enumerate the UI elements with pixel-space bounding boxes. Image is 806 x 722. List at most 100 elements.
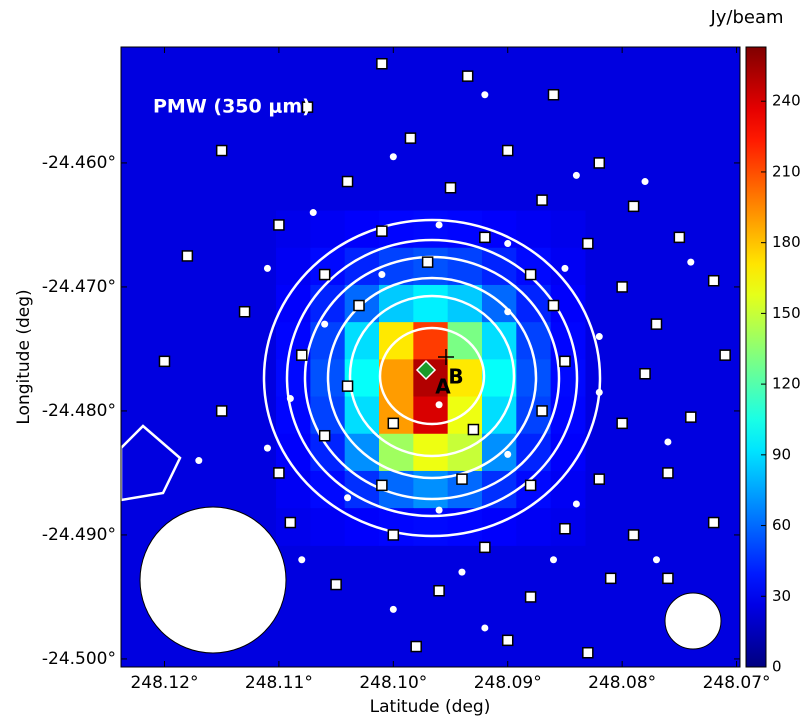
source-dot [344,494,351,501]
source-square [503,635,513,645]
source-square [343,381,353,391]
source-square [526,270,536,280]
chart-title: PMW (350 μm) [153,96,311,118]
source-dot [504,308,511,315]
source-square [354,301,364,311]
source-dot [561,265,568,272]
source-square [320,431,330,441]
y-tick-label: -24.460° [42,153,116,173]
heat-cell [516,211,551,249]
source-dot [550,556,557,563]
source-square [537,195,547,205]
heat-cell [413,285,448,323]
source-square [709,276,719,286]
source-dot [321,321,328,328]
source-square [629,530,639,540]
heat-cell [310,285,345,323]
colorbar [746,47,766,667]
source-square [285,518,295,528]
source-dot [378,271,385,278]
source-square [411,642,421,652]
source-square [663,573,673,583]
y-tick-label: -24.490° [42,525,116,545]
x-tick-label: 248.09° [474,673,542,693]
source-dot [573,172,580,179]
source-square [297,350,307,360]
source-square [457,474,467,484]
colorbar-tick-label: 60 [772,516,791,534]
heat-cell [345,248,380,286]
source-dot [596,389,603,396]
source-square [343,177,353,187]
source-square [434,586,444,596]
source-square [468,425,478,435]
source-square [594,474,604,484]
source-dot [195,457,202,464]
source-square [651,319,661,329]
heat-cell [345,471,380,509]
source-square [583,239,593,249]
source-square [606,573,616,583]
source-dot [653,556,660,563]
source-square [377,226,387,236]
beam [665,593,721,649]
x-tick-label: 248.07° [703,673,771,693]
source-square [629,201,639,211]
source-square [548,90,558,100]
page: {"chart_data": {"type": "heatmap", "titl… [0,0,806,722]
source-square [560,356,570,366]
source-square [331,580,341,590]
source-dot [573,500,580,507]
source-square [560,524,570,534]
heat-cell [516,434,551,472]
source-square [526,592,536,602]
source-square [182,251,192,261]
x-axis-label: Latitude (deg) [370,697,491,717]
colorbar-tick-label: 150 [772,304,801,322]
source-dot [458,569,465,576]
source-square [405,133,415,143]
source-square [377,480,387,490]
heat-cell [516,359,551,397]
source-square [240,307,250,317]
source-dot [264,445,271,452]
colorbar-tick-label: 120 [772,375,801,393]
source-dot [298,556,305,563]
heat-cell [482,397,517,435]
heat-cell [345,397,380,435]
colorbar-tick-label: 30 [772,587,791,605]
colorbar-tick-label: 0 [772,658,782,676]
source-square [709,518,719,528]
heat-cell [345,322,380,360]
beam [140,507,286,653]
heat-cell [482,248,517,286]
source-square [674,232,684,242]
heat-cell [551,471,586,509]
source-square [526,480,536,490]
source-dot [436,401,443,408]
source-square [720,350,730,360]
source-square [388,418,398,428]
heat-cell [379,359,414,397]
y-tick-label: -24.470° [42,277,116,297]
source-square [377,59,387,69]
source-square [320,270,330,280]
source-dot [481,91,488,98]
source-square [686,412,696,422]
heat-cell [516,508,551,546]
source-dot [504,451,511,458]
heat-cell [276,248,311,286]
source-dot [481,624,488,631]
source-dot [687,259,694,266]
source-square [388,530,398,540]
source-square [217,406,227,416]
x-tick-label: 248.11° [245,673,313,693]
source-square [594,158,604,168]
source-dot [436,221,443,228]
source-square [583,648,593,658]
source-square [640,369,650,379]
source-square [617,282,627,292]
x-tick-label: 248.10° [359,673,427,693]
source-square [537,406,547,416]
y-axis-label: Longitude (deg) [14,289,34,424]
